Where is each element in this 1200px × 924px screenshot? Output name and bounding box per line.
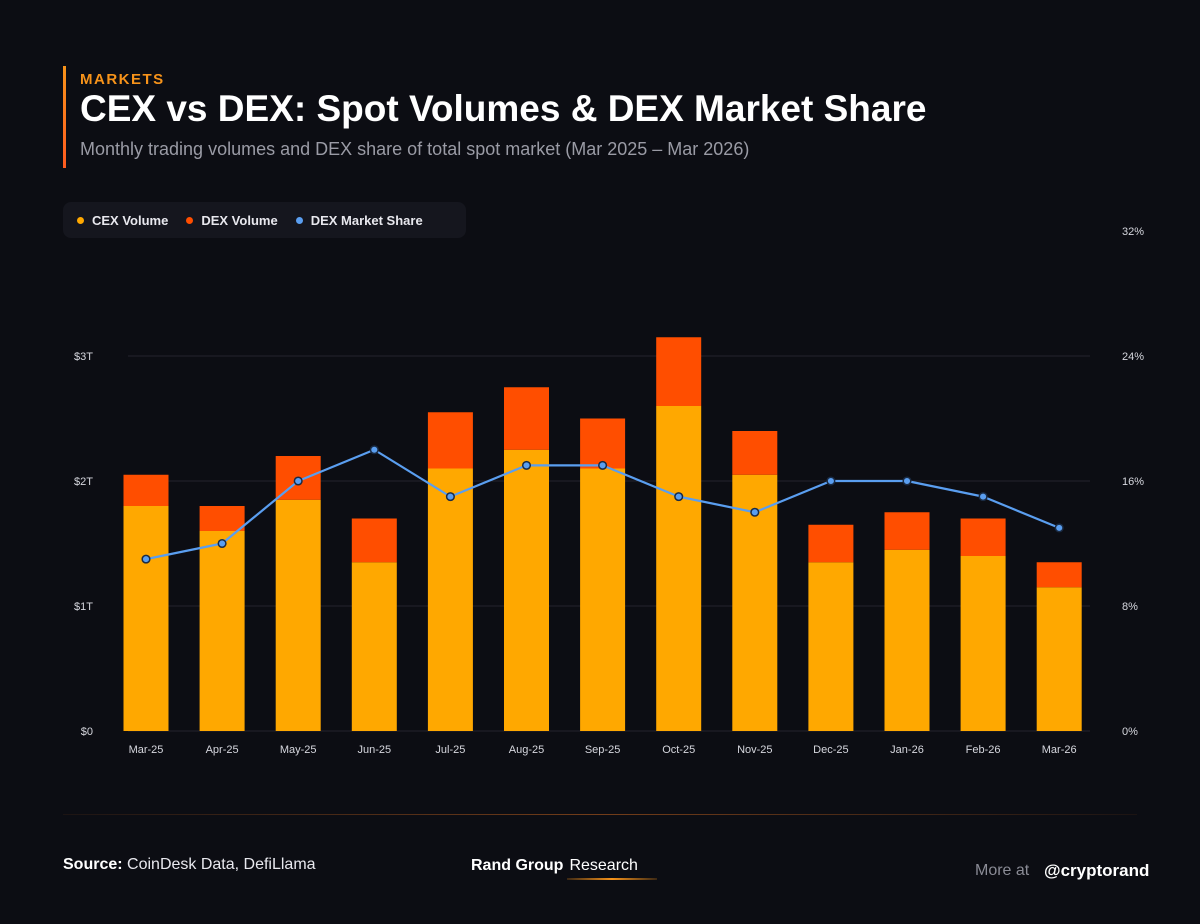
legend-item-share: DEX Market Share (295, 212, 423, 228)
source-note: Source: CoinDesk Data, DefiLlama (63, 856, 316, 874)
more-label: More at (975, 862, 1030, 879)
point-share-nov-25 (750, 507, 760, 517)
y-left-tick-label: $3T (74, 351, 93, 363)
point-share-jul-25 (445, 492, 455, 502)
source-label: Source: (63, 856, 123, 873)
bar-cex-sep-25 (580, 468, 626, 731)
x-tick-label: Jul-25 (435, 744, 465, 756)
bar-dex-jan-26 (884, 512, 930, 550)
bar-cex-jan-26 (884, 549, 930, 731)
legend-item-dex: DEX Volume (186, 212, 278, 228)
bar-cex-aug-25 (504, 449, 549, 731)
bar-cex-may-25 (275, 499, 321, 731)
point-share-feb-26 (978, 492, 988, 502)
point-share-jun-25 (369, 445, 379, 455)
y-right-tick-label: 0% (1122, 726, 1138, 738)
x-tick-label: Oct-25 (662, 744, 695, 756)
x-tick-label: Sep-25 (585, 744, 620, 756)
y-left-tick-label: $0 (81, 726, 93, 738)
x-tick-label: Jan-26 (890, 744, 924, 756)
chart-subtitle: Monthly trading volumes and DEX share of… (80, 139, 750, 159)
bar-dex-jun-25 (351, 518, 397, 563)
header-accent-bar (63, 66, 66, 168)
bar-cex-apr-25 (199, 531, 245, 731)
point-share-may-25 (293, 476, 303, 486)
bar-cex-jun-25 (351, 562, 397, 731)
x-tick-label: Mar-26 (1042, 744, 1077, 756)
legend-dot-cex (77, 216, 84, 224)
point-share-apr-25 (217, 538, 227, 549)
y-left-tick-label: $2T (74, 476, 93, 488)
bar-dex-dec-25 (808, 524, 854, 563)
chart-title: CEX vs DEX: Spot Volumes & DEX Market Sh… (80, 88, 927, 129)
brand-logo: Rand Group Research (471, 857, 638, 875)
brand-name: Rand Group (471, 857, 564, 874)
bar-dex-mar-26 (1036, 562, 1082, 588)
brand-underline (567, 878, 657, 880)
bar-dex-jul-25 (427, 412, 473, 469)
point-share-jan-26 (902, 476, 912, 486)
bar-cex-oct-25 (656, 406, 702, 731)
bar-cex-mar-25 (123, 506, 169, 731)
point-share-sep-25 (598, 460, 608, 470)
bar-dex-mar-25 (123, 474, 169, 506)
legend-label-share: DEX Market Share (310, 212, 423, 228)
y-right-tick-label: 8% (1122, 601, 1138, 613)
legend-label-cex: CEX Volume (92, 212, 169, 228)
bar-cex-jul-25 (427, 468, 473, 731)
bar-dex-oct-25 (656, 337, 702, 406)
y-left-tick-label: $1T (74, 601, 93, 613)
social-handle[interactable]: @cryptorand (1044, 861, 1150, 880)
x-tick-label: May-25 (280, 744, 317, 756)
bar-dex-feb-26 (960, 518, 1006, 556)
legend-label-dex: DEX Volume (201, 212, 278, 228)
legend-dot-dex (186, 216, 194, 224)
point-share-mar-26 (1054, 523, 1064, 533)
bar-cex-nov-25 (732, 474, 778, 731)
x-tick-label: Aug-25 (509, 744, 544, 756)
x-tick-label: Nov-25 (737, 744, 772, 756)
y-right-tick-label: 24% (1122, 351, 1144, 363)
point-share-mar-25 (141, 554, 151, 564)
bar-cex-mar-26 (1036, 587, 1082, 731)
bar-dex-aug-25 (504, 387, 549, 450)
brand-sub: Research (569, 857, 638, 874)
x-tick-label: Apr-25 (206, 744, 239, 756)
chart-legend: CEX Volume DEX Volume DEX Market Share (63, 202, 466, 238)
x-tick-label: Jun-25 (357, 744, 391, 756)
bar-cex-feb-26 (960, 556, 1006, 731)
bar-dex-apr-25 (199, 506, 245, 531)
source-text: CoinDesk Data, DefiLlama (127, 856, 316, 873)
bar-cex-dec-25 (808, 562, 854, 731)
y-right-tick-label: 32% (1122, 226, 1144, 238)
x-tick-label: Dec-25 (813, 744, 848, 756)
bar-dex-sep-25 (580, 418, 626, 469)
y-right-tick-label: 16% (1122, 476, 1144, 488)
footer-divider (63, 814, 1137, 815)
legend-dot-share (295, 216, 303, 224)
bar-dex-nov-25 (732, 431, 778, 475)
section-kicker: MARKETS (80, 71, 165, 88)
point-share-aug-25 (521, 460, 532, 470)
legend-item-cex: CEX Volume (77, 213, 168, 228)
point-share-dec-25 (826, 476, 836, 486)
x-tick-label: Mar-25 (129, 744, 164, 756)
x-tick-label: Feb-26 (966, 744, 1001, 756)
point-share-oct-25 (674, 492, 684, 502)
